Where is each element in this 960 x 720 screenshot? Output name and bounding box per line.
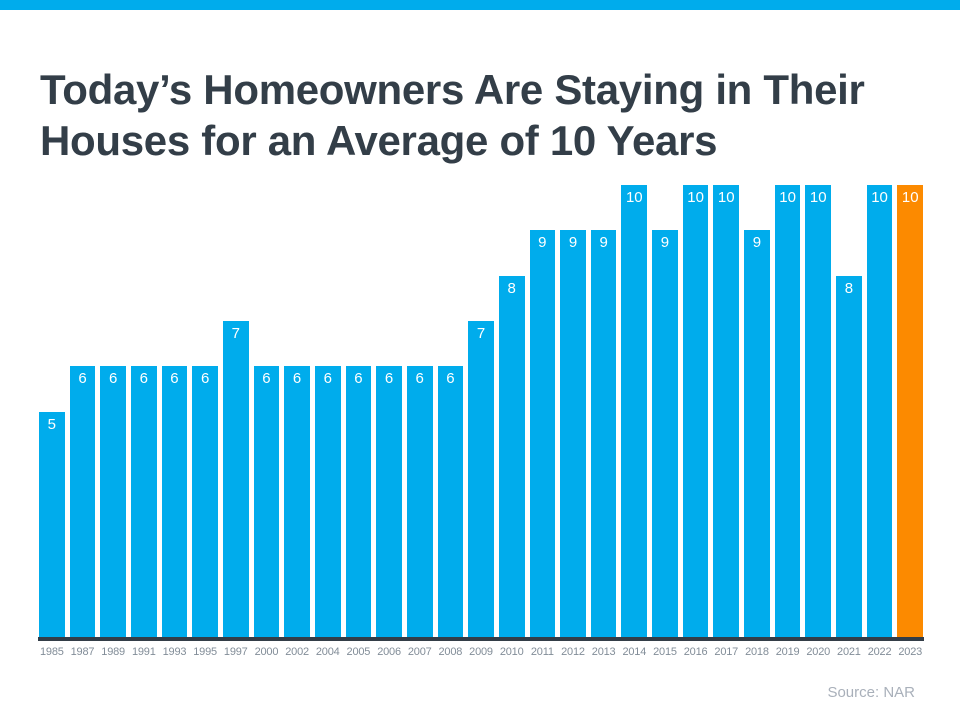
year-label: 1987	[70, 646, 95, 658]
bar: 8	[836, 275, 862, 638]
year-label: 2010	[499, 646, 524, 658]
source-note: Source: NAR	[827, 684, 915, 701]
bar-value-label: 10	[779, 189, 796, 206]
year-label: 1995	[193, 646, 217, 658]
bar-value-label: 9	[568, 234, 578, 252]
bar-highlighted: 10	[897, 185, 924, 638]
bar: 9	[590, 230, 617, 638]
bar-value-label: 7	[231, 324, 240, 342]
year-label: 1989	[101, 646, 125, 658]
bar-value-label: 9	[599, 234, 608, 252]
bar-value-label: 8	[507, 279, 516, 297]
year-label: 2007	[407, 646, 432, 658]
bar: 9	[529, 230, 556, 638]
year-label: 2020	[806, 646, 831, 658]
year-label: 1991	[131, 646, 156, 658]
bar-value-label: 5	[47, 415, 56, 433]
bar-value-label: 6	[323, 370, 332, 388]
bar-value-label: 6	[139, 370, 148, 388]
bar: 6	[253, 366, 280, 638]
bar: 6	[376, 366, 402, 638]
bar-value-label: 6	[384, 370, 394, 388]
bar: 5	[39, 411, 65, 638]
top-accent-bar	[0, 0, 960, 10]
bar: 6	[314, 366, 341, 638]
year-label: 1997	[223, 646, 248, 658]
bar-value-label: 9	[660, 234, 670, 252]
year-label: 2023	[898, 646, 923, 658]
bar-value-label: 9	[752, 234, 762, 252]
bar-value-label: 6	[170, 370, 179, 388]
year-label: 2005	[346, 646, 371, 658]
bar: 6	[100, 366, 126, 638]
bar-value-label: 10	[809, 189, 827, 206]
year-label: 2009	[469, 646, 493, 658]
bar-value-label: 9	[538, 234, 547, 252]
bar-value-label: 6	[292, 370, 302, 388]
bar-value-label: 10	[717, 189, 735, 206]
year-label: 1993	[162, 646, 187, 658]
bar: 10	[774, 185, 801, 638]
bar-value-label: 10	[625, 189, 643, 206]
year-label: 2018	[745, 646, 769, 658]
bar-value-label: 10	[687, 189, 704, 206]
bar: 6	[406, 366, 433, 638]
bar-value-label: 10	[871, 189, 888, 206]
page-title: Today’s Homeowners Are Staying in Their …	[40, 66, 865, 165]
x-axis-labels: 1985 1987 1989 1991 1993 1995 1997 2000 2002 2004…	[39, 645, 923, 659]
bar: 6	[69, 366, 96, 638]
bar: 9	[560, 230, 586, 638]
year-label: 1985	[39, 646, 64, 658]
year-label: 2015	[653, 646, 677, 658]
year-label: 2004	[315, 646, 340, 658]
bar: 6	[345, 366, 372, 638]
bar: 10	[805, 185, 832, 638]
year-label: 2012	[561, 646, 585, 658]
bar: 9	[652, 230, 678, 638]
bar-value-label: 6	[354, 370, 363, 388]
bar: 9	[744, 230, 770, 638]
year-label: 2006	[377, 646, 401, 658]
year-label: 2016	[683, 646, 708, 658]
bar: 10	[866, 185, 893, 638]
year-label: 2002	[285, 646, 309, 658]
year-label: 2014	[622, 646, 647, 658]
bar: 10	[682, 185, 709, 638]
bar: 10	[621, 185, 648, 638]
bar-value-label: 8	[844, 279, 854, 297]
bar: 8	[498, 275, 525, 638]
bar-value-label: 6	[415, 370, 424, 388]
bar: 7	[468, 320, 494, 638]
bar: 10	[713, 185, 740, 638]
bar-value-label: 6	[446, 370, 455, 388]
bar-value-label: 6	[78, 370, 87, 388]
year-label: 2008	[438, 646, 463, 658]
bar-value-label: 6	[108, 370, 118, 388]
x-axis-line	[38, 637, 924, 641]
year-label: 2021	[837, 646, 861, 658]
bar-chart: 5 6 6 6 6 6 7 6 6 6 6 6 6 6 7 8 9 9 9 10 9 10 10 9 10 10 8 10 10	[39, 185, 924, 638]
bar: 7	[222, 320, 249, 638]
year-label: 2011	[530, 646, 554, 658]
year-label: 2000	[254, 646, 279, 658]
bar: 6	[437, 366, 464, 638]
year-label: 2013	[591, 646, 616, 658]
bar-value-label: 10	[901, 189, 919, 206]
bar-value-label: 6	[200, 370, 210, 388]
year-label: 2022	[867, 646, 892, 658]
bar-value-label: 7	[476, 324, 486, 342]
bar: 6	[161, 366, 188, 638]
year-label: 2019	[775, 646, 800, 658]
year-label: 2017	[714, 646, 739, 658]
bar: 6	[192, 366, 218, 638]
bar: 6	[130, 366, 157, 638]
bar-value-label: 6	[262, 370, 271, 388]
bar: 6	[284, 366, 310, 638]
